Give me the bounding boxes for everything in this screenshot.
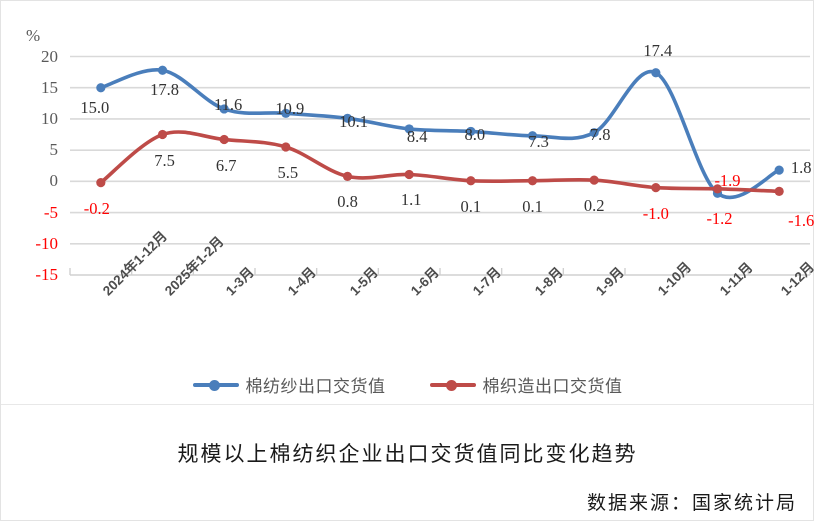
data-label-s1-1: 7.5	[154, 150, 175, 170]
y-axis-tick-neg5: -5	[43, 202, 58, 222]
data-point-marker	[712, 184, 723, 194]
y-axis-unit-label: %	[26, 26, 41, 45]
legend-item-cotton-yarn[interactable]: 棉纺纱出口交货值	[192, 372, 386, 397]
y-axis-tick-neg15: -15	[35, 265, 58, 284]
data-label-s0-0: 15.0	[80, 97, 110, 117]
data-label-s1-6: 0.1	[460, 196, 482, 216]
legend-marker-red-icon	[429, 378, 476, 392]
data-point-marker	[589, 175, 599, 185]
data-point-marker	[527, 131, 538, 141]
legend-label-cotton-yarn: 棉纺纱出口交货值	[245, 377, 386, 396]
legend-marker-blue-icon	[192, 378, 239, 392]
data-label-s1-11: -1.6	[788, 211, 815, 231]
legend-item-cotton-weaving[interactable]: 棉织造出口交货值	[429, 372, 623, 397]
data-point-marker	[774, 186, 784, 196]
data-label-s0-7: 7.3	[528, 131, 549, 151]
data-label-s0-1: 17.8	[150, 80, 179, 100]
data-label-s0-8: 7.8	[589, 124, 611, 144]
data-label-s1-0: -0.2	[83, 198, 110, 218]
data-label-s0-3: 10.9	[275, 99, 305, 119]
y-axis-tick-0: 0	[49, 171, 59, 191]
y-axis-tick-20: 20	[41, 46, 58, 66]
data-label-s0-2: 11.6	[214, 94, 243, 114]
data-label-s0-6: 8.0	[464, 125, 486, 145]
series-line-1	[99, 130, 781, 194]
data-label-s1-2: 6.7	[215, 155, 237, 175]
data-point-marker	[281, 108, 291, 118]
data-point-marker	[404, 169, 414, 180]
data-point-marker	[96, 83, 106, 93]
data-label-s1-8: 0.2	[583, 196, 605, 216]
line-chart: % 20 15 10 5 0 -5 -10 -15 2024年1-12月 2025年1-2月 1-…	[26, 26, 815, 298]
data-point-marker	[404, 124, 414, 134]
data-point-marker	[651, 68, 661, 78]
legend-label-cotton-weaving: 棉织造出口交货值	[482, 377, 623, 396]
data-label-s1-9: -1.0	[642, 203, 669, 223]
y-axis-tick-5: 5	[49, 140, 59, 160]
data-label-s1-4: 0.8	[337, 192, 358, 212]
data-point-marker	[342, 171, 353, 181]
data-point-marker	[342, 113, 353, 123]
data-label-s1-5: 1.1	[400, 190, 422, 210]
chart-caption: 规模以上棉纺织企业出口交货值同比变化趋势	[177, 442, 638, 466]
data-point-marker	[281, 142, 291, 152]
data-label-s1-7: 0.1	[522, 196, 543, 216]
chart-legend: 棉纺纱出口交货值 棉织造出口交货值	[0, 372, 815, 397]
y-axis-tick-neg10: -10	[35, 233, 58, 253]
y-axis-tick-15: 15	[41, 77, 58, 97]
data-label-s0-11: 1.8	[790, 158, 812, 178]
data-source-note: 数据来源：国家统计局	[586, 493, 797, 514]
data-point-marker	[466, 126, 476, 137]
legend-divider	[1, 404, 813, 405]
data-point-marker	[219, 104, 229, 114]
data-point-marker	[774, 165, 784, 175]
data-point-marker	[157, 65, 168, 75]
data-point-marker	[466, 176, 476, 186]
data-label-s1-3: 5.5	[277, 163, 299, 183]
data-label-s1-10: -1.2	[706, 208, 733, 228]
data-point-marker	[219, 134, 229, 145]
data-label-s0-4: 10.1	[339, 112, 368, 132]
data-point-marker	[651, 183, 661, 193]
data-point-marker	[589, 128, 599, 138]
chart-canvas	[69, 55, 811, 276]
data-label-s0-9: 17.4	[643, 40, 673, 60]
data-label-s0-5: 8.4	[406, 126, 428, 146]
data-point-marker	[157, 129, 168, 140]
y-axis-tick-10: 10	[41, 108, 58, 128]
data-point-marker	[527, 176, 538, 186]
data-point-marker	[96, 178, 106, 188]
data-label-s0-10: -1.9	[714, 171, 741, 191]
